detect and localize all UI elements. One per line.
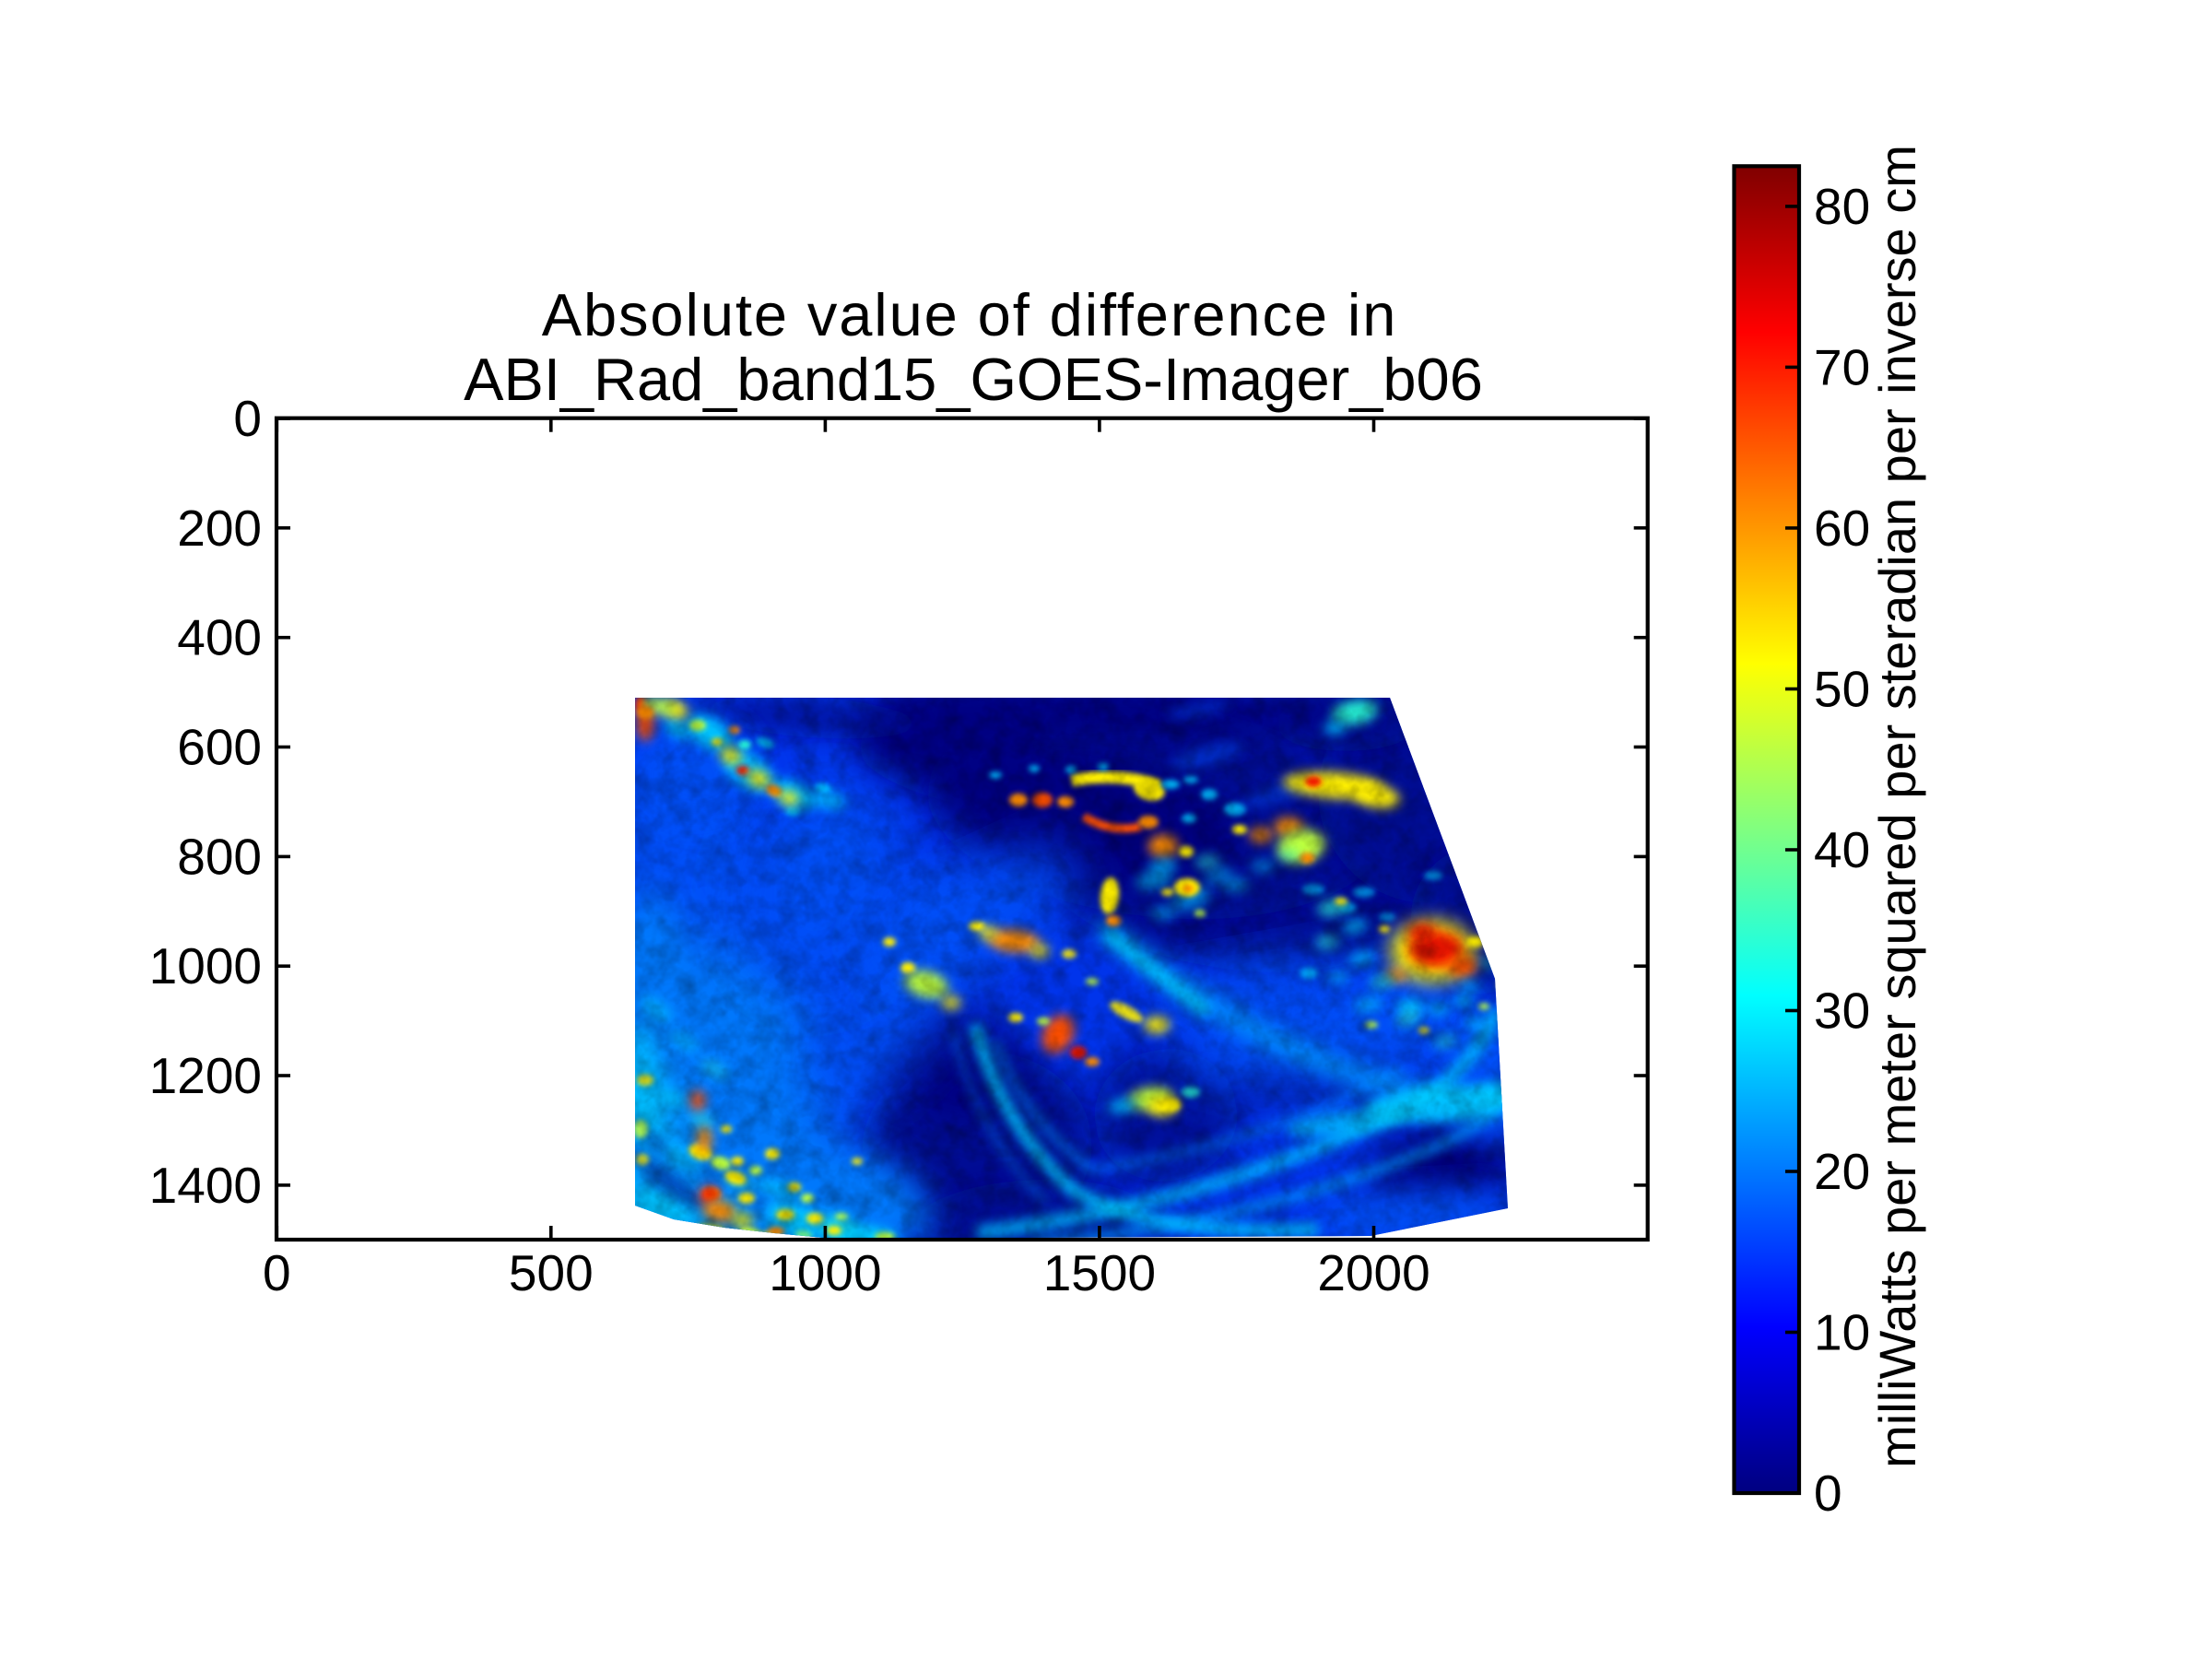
svg-text:80: 80 [1814, 178, 1870, 235]
svg-text:2000: 2000 [1317, 1244, 1430, 1301]
svg-text:0: 0 [1814, 1465, 1842, 1522]
svg-text:500: 500 [509, 1244, 594, 1301]
svg-text:400: 400 [177, 609, 262, 666]
svg-text:0: 0 [233, 390, 262, 447]
svg-text:ABI_Rad_band15_GOES-Imager_b06: ABI_Rad_band15_GOES-Imager_b06 [464, 346, 1483, 413]
svg-text:1500: 1500 [1043, 1244, 1156, 1301]
svg-text:0: 0 [263, 1244, 291, 1301]
svg-text:60: 60 [1814, 500, 1870, 557]
svg-text:50: 50 [1814, 661, 1870, 718]
svg-text:1000: 1000 [769, 1244, 881, 1301]
svg-text:1000: 1000 [149, 937, 262, 994]
svg-text:30: 30 [1814, 982, 1870, 1040]
svg-text:milliWatts per meter squared p: milliWatts per meter squared per steradi… [1868, 145, 1926, 1468]
svg-text:20: 20 [1814, 1143, 1870, 1200]
svg-text:10: 10 [1814, 1304, 1870, 1361]
svg-text:70: 70 [1814, 338, 1870, 395]
svg-text:1400: 1400 [149, 1157, 262, 1214]
svg-text:200: 200 [177, 500, 262, 557]
svg-text:800: 800 [177, 828, 262, 885]
svg-text:Absolute value of difference i: Absolute value of difference in [542, 281, 1398, 348]
svg-text:600: 600 [177, 719, 262, 776]
svg-text:40: 40 [1814, 821, 1870, 878]
svg-text:1200: 1200 [149, 1047, 262, 1104]
